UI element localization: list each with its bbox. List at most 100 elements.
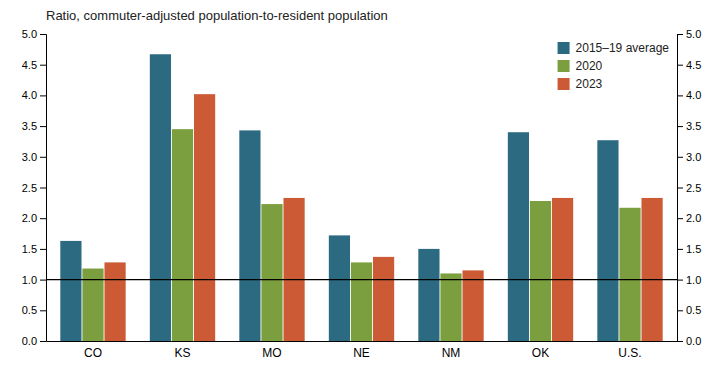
legend-label: 2015–19 average	[576, 41, 670, 55]
bar	[418, 249, 439, 341]
tick: 2.5	[677, 182, 701, 194]
bar	[440, 273, 461, 341]
tick: NE	[353, 346, 370, 360]
tick-label: 4.5	[686, 59, 701, 71]
tick-mark	[40, 157, 46, 158]
tick-label: 4.5	[22, 59, 37, 71]
tick-mark	[677, 249, 683, 250]
tick-label: 4.0	[22, 89, 37, 101]
tick-label: 0.5	[22, 304, 37, 316]
tick-mark	[677, 218, 683, 219]
tick-label: 1.5	[686, 243, 701, 255]
y2-axis: 0.0 0.5 1.0 1.5 2.0 2.5 3.0 3.5 4.0 4.5 5.0	[677, 28, 701, 347]
legend-item: 2015–19 average	[558, 41, 670, 55]
bar	[104, 262, 125, 341]
tick-label: CO	[84, 346, 102, 360]
bar	[283, 198, 304, 341]
tick-label: 4.0	[686, 89, 701, 101]
tick-mark	[677, 188, 683, 189]
chart-svg: Ratio, commuter-adjusted population-to-r…	[0, 0, 725, 369]
tick-mark	[677, 280, 683, 281]
legend-swatch	[558, 78, 570, 90]
tick-label: 2.0	[686, 212, 701, 224]
bar	[462, 270, 483, 341]
tick-mark	[40, 280, 46, 281]
tick-label: 2.5	[686, 182, 701, 194]
tick: 1.0	[22, 274, 46, 286]
axis-line	[47, 341, 678, 342]
legend-swatch	[558, 42, 570, 54]
bar	[60, 241, 81, 341]
tick: 4.5	[22, 59, 46, 71]
bar	[150, 54, 171, 341]
tick: 0.0	[22, 335, 46, 347]
tick: 0.0	[677, 335, 701, 347]
tick: 1.5	[22, 243, 46, 255]
tick-label: 0.5	[686, 304, 701, 316]
bar	[329, 235, 350, 341]
tick-mark	[40, 249, 46, 250]
tick-label: 3.0	[22, 151, 37, 163]
legend-swatch	[558, 60, 570, 72]
bar-series	[82, 129, 640, 341]
tick-label: 1.5	[22, 243, 37, 255]
tick-label: 2.5	[22, 182, 37, 194]
tick: 3.5	[677, 120, 701, 132]
tick-mark	[677, 65, 683, 66]
bar-series	[60, 54, 618, 341]
legend-item: 2023	[558, 77, 603, 91]
tick-mark	[40, 34, 46, 35]
tick: NM	[442, 346, 461, 360]
tick-mark	[40, 310, 46, 311]
tick-label: 1.0	[686, 274, 701, 286]
marks	[46, 54, 677, 341]
tick: 0.5	[22, 304, 46, 316]
tick-label: 0.0	[686, 335, 701, 347]
bar-series	[104, 94, 662, 341]
tick: 3.5	[22, 120, 46, 132]
tick-mark	[677, 126, 683, 127]
legend-label: 2023	[576, 77, 603, 91]
tick: MO	[262, 346, 281, 360]
tick-mark	[40, 126, 46, 127]
bar	[261, 204, 282, 341]
tick: 4.0	[677, 89, 701, 101]
bar	[552, 198, 573, 341]
axis-line	[678, 35, 684, 342]
tick-label: 3.5	[22, 120, 37, 132]
tick: 4.0	[22, 89, 46, 101]
tick-label: 3.0	[686, 151, 701, 163]
tick-mark	[40, 218, 46, 219]
tick-label: 2.0	[22, 212, 37, 224]
bar	[619, 208, 640, 341]
bar	[597, 140, 618, 341]
bar	[530, 201, 551, 341]
bar	[194, 94, 215, 341]
chart-container: Ratio, commuter-adjusted population-to-r…	[0, 0, 725, 369]
tick-label: U.S.	[618, 346, 641, 360]
tick-mark	[677, 157, 683, 158]
axis-line	[40, 35, 47, 342]
tick-label: OK	[532, 346, 549, 360]
tick-mark	[40, 188, 46, 189]
tick-label: 5.0	[22, 28, 37, 40]
tick-label: KS	[174, 346, 190, 360]
tick: 5.0	[22, 28, 46, 40]
tick-mark	[40, 95, 46, 96]
tick: KS	[174, 346, 190, 360]
tick: 3.0	[677, 151, 701, 163]
tick: CO	[84, 346, 102, 360]
legend-label: 2020	[576, 59, 603, 73]
tick-mark	[677, 341, 683, 342]
bar	[641, 198, 662, 341]
tick: 1.5	[677, 243, 701, 255]
chart-title: Ratio, commuter-adjusted population-to-r…	[46, 8, 388, 23]
tick-mark	[677, 310, 683, 311]
legend-item: 2020	[558, 59, 603, 73]
x-axis: CO KS MO NE NM OK U.S.	[47, 342, 678, 360]
bar	[239, 130, 260, 341]
tick: 2.0	[22, 212, 46, 224]
tick-label: 0.0	[22, 335, 37, 347]
tick: 5.0	[677, 28, 701, 40]
bar	[508, 132, 529, 341]
